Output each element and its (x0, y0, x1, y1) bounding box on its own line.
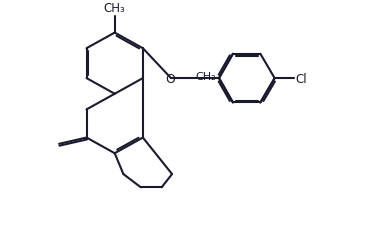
Text: Cl: Cl (296, 72, 307, 85)
Text: O: O (165, 72, 175, 85)
Text: CH₃: CH₃ (104, 3, 126, 15)
Text: CH₂: CH₂ (195, 72, 216, 82)
